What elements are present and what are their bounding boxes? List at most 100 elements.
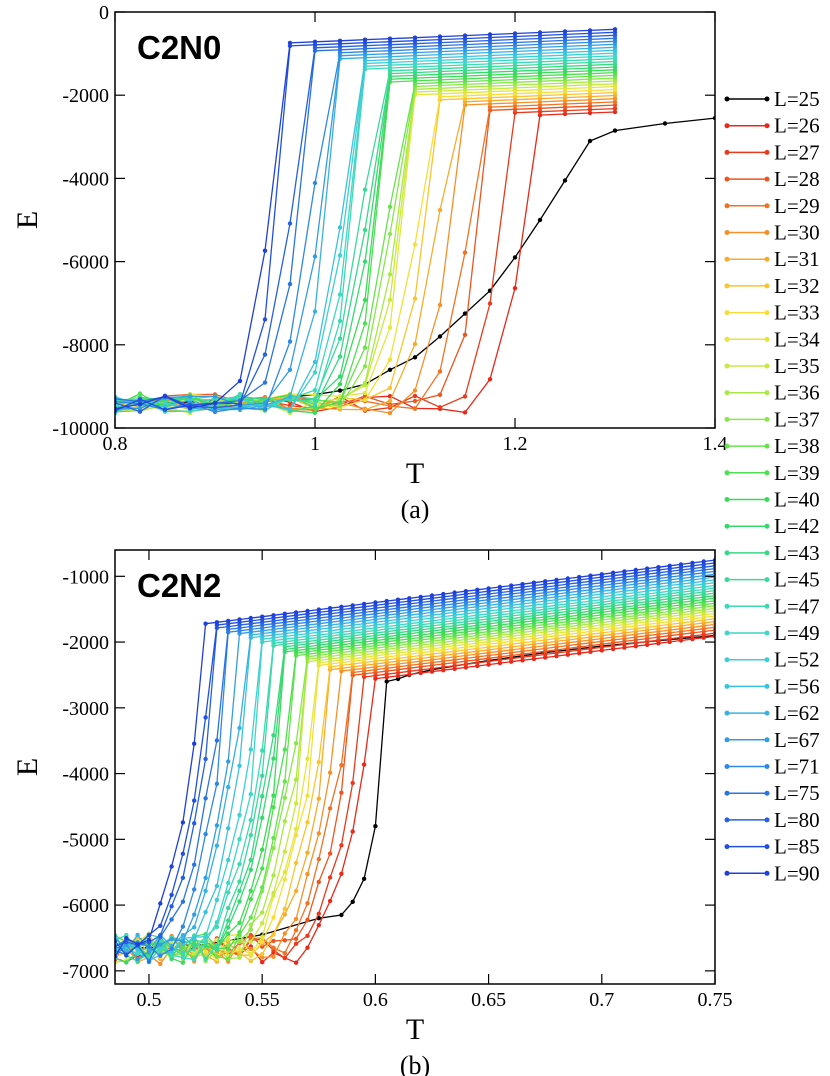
legend-marker	[724, 283, 730, 289]
data-point	[135, 932, 140, 938]
data-point	[124, 932, 129, 938]
legend-entry: L=49	[774, 621, 820, 645]
data-point	[169, 956, 174, 962]
data-point	[214, 781, 220, 786]
data-point	[137, 402, 143, 407]
data-point	[463, 665, 469, 670]
data-point	[271, 845, 276, 851]
data-point	[387, 272, 393, 277]
data-point	[192, 741, 197, 746]
data-point	[237, 946, 242, 951]
data-point	[387, 297, 393, 303]
legend-entry: L=36	[774, 381, 820, 405]
data-point	[373, 824, 378, 829]
data-point	[387, 398, 393, 404]
data-point	[537, 217, 543, 223]
data-point	[486, 586, 491, 591]
data-point	[203, 715, 208, 720]
data-point	[690, 633, 695, 639]
data-point	[339, 790, 344, 795]
legend-marker	[764, 416, 770, 422]
data-point	[260, 910, 265, 915]
data-point	[180, 924, 186, 929]
data-point	[282, 795, 287, 800]
legend-entry: L=75	[774, 781, 820, 805]
legend-marker	[724, 710, 730, 716]
data-point	[690, 560, 695, 566]
data-point	[486, 662, 491, 667]
data-point	[192, 862, 197, 867]
legend-marker	[724, 577, 730, 583]
data-point	[260, 794, 265, 799]
legend-marker	[764, 550, 770, 556]
legend-marker	[764, 710, 770, 716]
data-point	[656, 638, 661, 643]
data-point	[312, 410, 318, 415]
data-point	[287, 281, 293, 287]
data-point	[282, 819, 287, 824]
data-point	[237, 812, 242, 818]
panel-title: C2N2	[137, 567, 221, 604]
data-point	[520, 655, 525, 660]
series-line-L=28	[115, 104, 616, 409]
legend-marker	[724, 630, 730, 636]
series-group	[115, 27, 715, 416]
data-point	[395, 670, 401, 675]
data-point	[337, 400, 343, 405]
data-point	[509, 656, 514, 661]
data-point	[587, 138, 593, 144]
series-line-L=25	[115, 117, 715, 406]
data-point	[350, 603, 355, 608]
data-point	[187, 405, 193, 411]
legend-marker	[764, 657, 770, 663]
data-point	[282, 611, 287, 616]
data-point	[212, 394, 218, 399]
data-point	[437, 334, 443, 339]
data-point	[633, 644, 638, 649]
data-point	[412, 388, 418, 393]
legend-entry: L=28	[774, 167, 820, 191]
data-point	[237, 930, 242, 935]
series-line-L=40	[115, 69, 616, 414]
data-point	[248, 932, 253, 938]
data-point	[282, 912, 287, 917]
data-point	[612, 128, 618, 133]
legend-entry: L=71	[774, 755, 820, 779]
legend-entry: L=52	[774, 648, 820, 672]
data-point	[487, 301, 493, 306]
data-point	[293, 610, 299, 615]
data-point	[350, 899, 355, 904]
data-point	[124, 960, 129, 965]
data-point	[226, 942, 231, 948]
y-tick-label: -4000	[62, 168, 109, 190]
data-point	[212, 405, 218, 410]
data-point	[337, 374, 343, 379]
data-point	[282, 877, 287, 882]
data-point	[373, 600, 378, 605]
x-tick-label: 0.65	[471, 989, 506, 1011]
data-point	[512, 107, 518, 112]
legend-marker	[764, 149, 770, 155]
legend-entry: L=32	[774, 274, 820, 298]
plot-frame	[114, 11, 716, 429]
data-point	[339, 912, 344, 918]
data-point	[412, 296, 418, 301]
panel-label: (b)	[400, 1051, 430, 1076]
data-point	[452, 666, 457, 671]
data-point	[169, 864, 174, 869]
data-point	[554, 653, 559, 659]
data-point	[124, 948, 129, 954]
data-point	[612, 106, 618, 111]
data-point	[587, 107, 593, 112]
data-point	[562, 108, 568, 113]
data-point	[565, 649, 570, 654]
data-point	[339, 604, 344, 609]
data-point	[203, 956, 208, 961]
series-line-L=34	[115, 85, 616, 408]
legend-entry: L=34	[774, 327, 820, 351]
series-line-L=32	[115, 91, 616, 411]
legend-entry: L=47	[774, 594, 820, 618]
legend-entry: L=37	[774, 407, 820, 431]
y-tick-label: -5000	[62, 829, 109, 851]
data-point	[407, 672, 412, 677]
